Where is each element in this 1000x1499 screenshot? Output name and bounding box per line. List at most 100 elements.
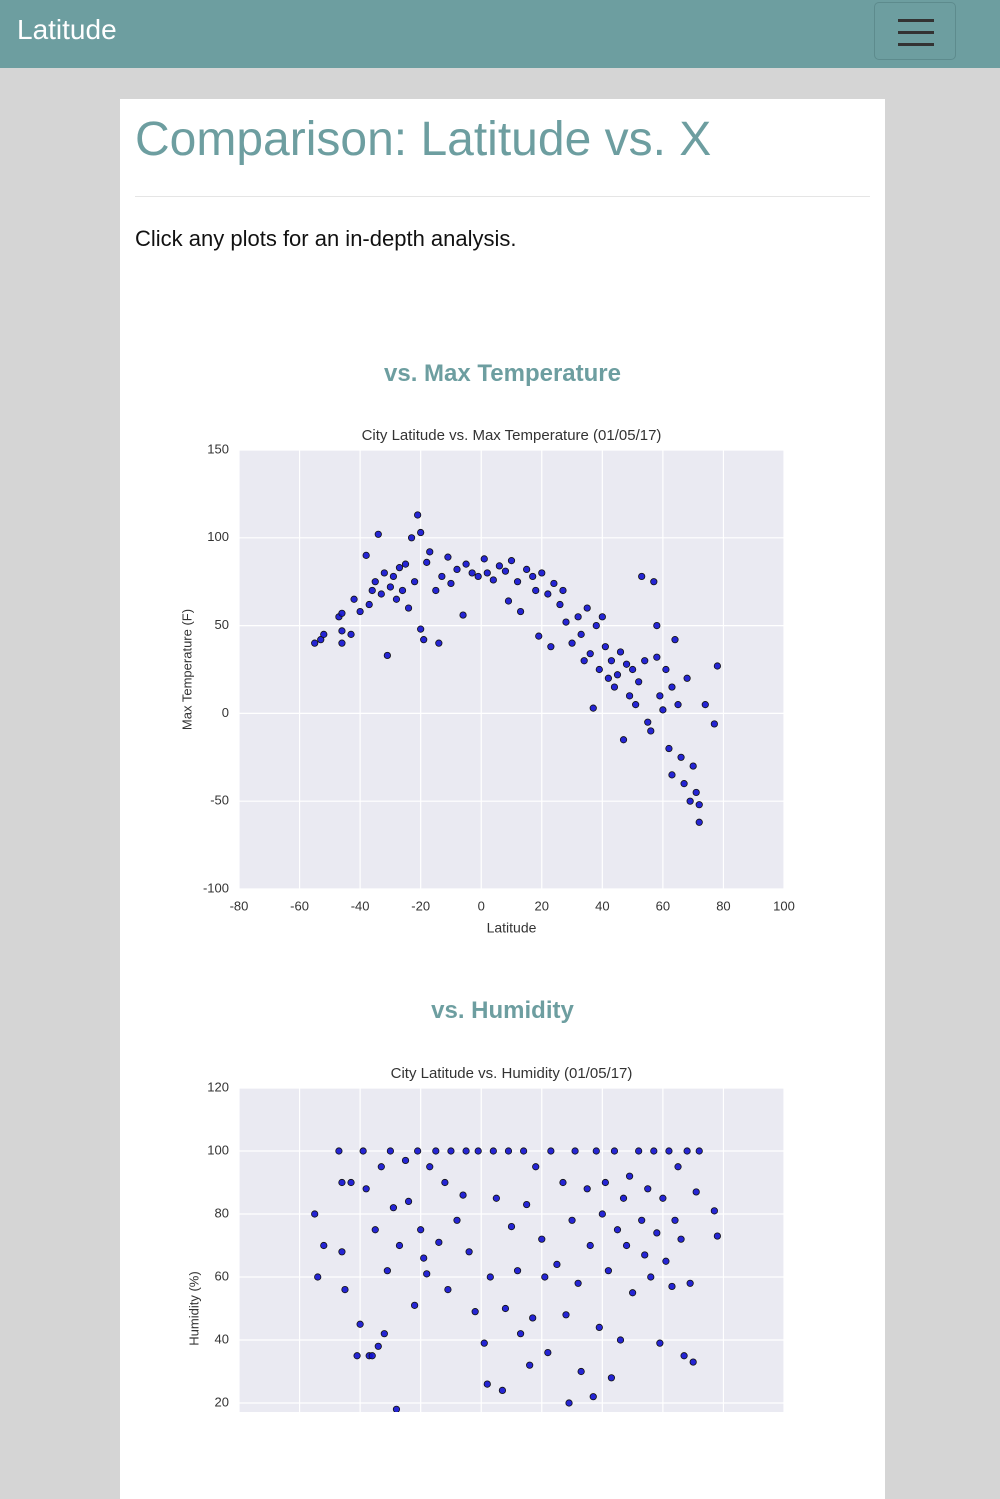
point (426, 548, 434, 556)
point (544, 590, 552, 598)
point (607, 657, 616, 665)
point (495, 562, 503, 570)
navbar: Latitude (0, 0, 1000, 68)
point (380, 569, 388, 577)
x-tick-label: 40 (595, 898, 609, 913)
point (674, 1163, 682, 1171)
point (710, 720, 718, 728)
point (689, 1358, 697, 1366)
menu-button[interactable] (874, 2, 956, 60)
point (568, 639, 576, 647)
point (595, 1323, 603, 1331)
point (380, 1330, 388, 1338)
point (589, 1393, 597, 1401)
point (565, 1399, 573, 1407)
point (647, 1273, 655, 1281)
point (680, 780, 688, 788)
point (347, 630, 355, 638)
point (592, 1147, 600, 1155)
x-tick-label: 0 (478, 898, 485, 913)
y-tick-label: 100 (207, 529, 229, 544)
point (574, 1279, 582, 1287)
point (486, 1273, 494, 1281)
point (701, 701, 709, 709)
point (320, 1241, 328, 1250)
point (504, 1147, 513, 1155)
point (610, 683, 619, 691)
point (683, 1147, 691, 1155)
point (641, 1251, 649, 1259)
brand[interactable]: Latitude (17, 14, 117, 45)
point (619, 736, 628, 744)
point (426, 1163, 434, 1171)
point (625, 692, 634, 700)
point (320, 630, 328, 638)
point (680, 1352, 688, 1360)
point (395, 564, 404, 572)
point (644, 1185, 652, 1193)
page-title: Comparison: Latitude vs. X (135, 113, 712, 166)
chart-title: City Latitude vs. Humidity (01/05/17) (391, 1065, 633, 1082)
point (629, 1289, 637, 1297)
point (529, 572, 537, 581)
point (574, 613, 582, 621)
chart[interactable]: -80 -60 -40 -20 0 20 40 60 80 100 -100 -50 0 50 100 150… (170, 420, 820, 950)
point (583, 1185, 591, 1193)
point (365, 600, 373, 609)
point (404, 604, 413, 612)
point (541, 1273, 549, 1281)
point (577, 630, 585, 638)
point (507, 1223, 516, 1231)
point (683, 674, 691, 682)
point (392, 1405, 401, 1412)
point (474, 572, 482, 581)
point (653, 1229, 661, 1237)
y-tick-label: -50 (210, 793, 229, 808)
point (598, 1210, 606, 1218)
point (553, 1260, 561, 1268)
point (489, 1147, 497, 1155)
point (547, 643, 555, 651)
point (677, 1235, 685, 1243)
chart[interactable]: -80-60-40-2002040608010020406080100120Ci… (170, 1058, 820, 1412)
point (650, 578, 658, 586)
y-axis-label: Max Temperature (F) (179, 609, 194, 730)
point (695, 1147, 703, 1155)
x-tick-label: -40 (351, 898, 370, 913)
point (535, 632, 543, 640)
point (622, 1241, 631, 1250)
point (417, 1226, 425, 1234)
point (671, 1216, 679, 1224)
point (641, 657, 649, 665)
y-tick-label: 150 (207, 441, 229, 456)
point (513, 1267, 522, 1275)
point (389, 572, 398, 581)
point (338, 609, 346, 617)
y-tick-label: 100 (207, 1142, 229, 1157)
point (529, 1314, 537, 1322)
point (338, 1248, 346, 1256)
point (444, 553, 452, 561)
point (601, 643, 609, 651)
x-tick-label: 100 (773, 898, 795, 913)
point (356, 607, 364, 616)
point (695, 818, 703, 826)
point (501, 1304, 510, 1313)
point (523, 1200, 531, 1209)
point (404, 1197, 413, 1205)
point (710, 1207, 718, 1215)
point (656, 1339, 664, 1347)
point (616, 648, 625, 656)
y-tick-label: 0 (222, 705, 229, 720)
point (638, 1216, 646, 1224)
point (353, 1352, 361, 1360)
point (347, 1178, 355, 1187)
point (589, 704, 597, 712)
point (465, 1248, 473, 1256)
point (559, 1178, 567, 1187)
point (389, 1204, 398, 1212)
point (692, 1188, 700, 1196)
point (447, 579, 455, 588)
point (686, 797, 694, 805)
